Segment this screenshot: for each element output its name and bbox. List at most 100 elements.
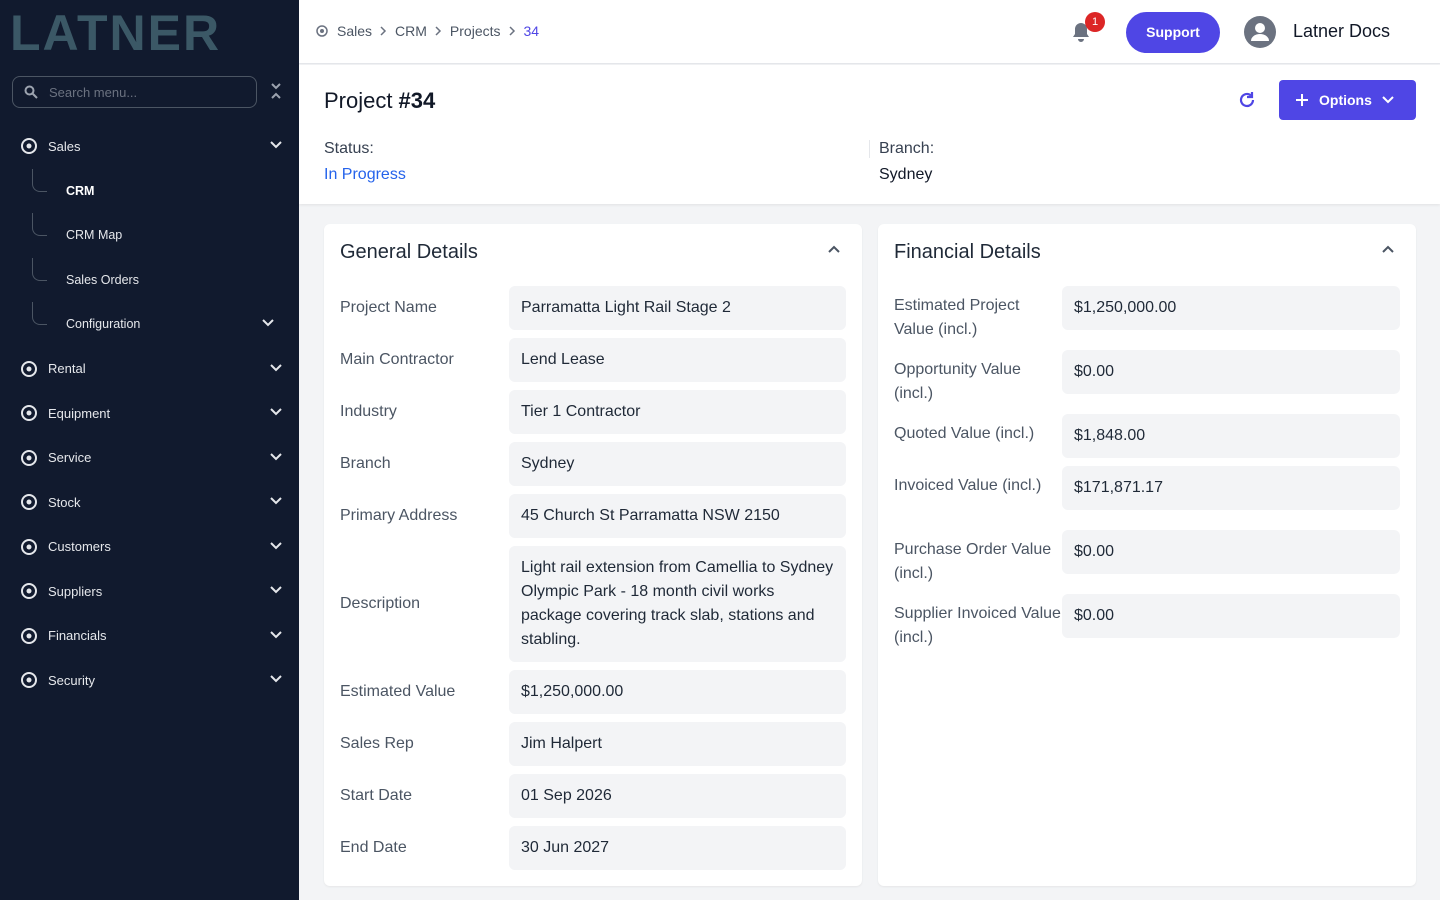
separator [869, 140, 870, 158]
crumb-separator [380, 26, 387, 36]
field-row: End Date 30 Jun 2027 [340, 826, 846, 870]
field-row: Quoted Value (incl.) $1,848.00 [894, 414, 1400, 458]
nav-label: Stock [48, 494, 81, 510]
chevron-down [270, 408, 282, 416]
field-value: $1,848.00 [1062, 414, 1400, 458]
nav-icon [21, 627, 37, 644]
branch-field: Branch: Sydney [879, 140, 934, 184]
nav-icon [21, 538, 37, 555]
field-row: Sales Rep Jim Halpert [340, 722, 846, 766]
options-button[interactable]: Options [1279, 80, 1416, 120]
notifications-button[interactable] [1071, 22, 1091, 44]
nav-label: Suppliers [48, 583, 103, 599]
refresh-button[interactable] [1237, 90, 1257, 110]
chevron-down [270, 586, 282, 594]
nav-label: CRM Map [66, 228, 123, 243]
nav-subitem[interactable]: Sales Orders [0, 257, 299, 303]
field-row: Industry Tier 1 Contractor [340, 390, 846, 434]
notification-badge: 1 [1085, 12, 1105, 32]
field-label: Estimated Value [340, 683, 456, 700]
nav-label: Configuration [66, 317, 141, 332]
nav-subitem[interactable]: Configuration [0, 302, 299, 347]
field-label: Primary Address [340, 507, 458, 524]
search-placeholder: Search menu... [49, 85, 138, 100]
avatar[interactable] [1244, 16, 1276, 48]
collapse-card[interactable] [1382, 245, 1394, 253]
field-label: Industry [340, 403, 397, 420]
nav-icon [21, 672, 37, 688]
crumb-separator [508, 26, 515, 36]
branch-label: Branch: [879, 140, 935, 157]
general-details-card: General Details Project Name Parramatta L… [324, 224, 862, 886]
nav-icon [21, 138, 37, 154]
field-value: $1,250,000.00 [509, 670, 846, 714]
collapse-button[interactable] [270, 82, 282, 100]
field-label: Invoiced Value (incl.) [894, 477, 1042, 494]
support-button[interactable]: Support [1126, 12, 1220, 53]
field-label: Sales Rep [340, 735, 414, 752]
chevron-down [270, 497, 282, 505]
field-row: Supplier Invoiced Value (incl.) $0.00 [894, 594, 1400, 650]
breadcrumb-item[interactable]: Sales [337, 23, 373, 39]
nav-label: Sales Orders [66, 272, 139, 287]
chevron-down [270, 675, 282, 683]
field-label: Branch [340, 455, 391, 472]
breadcrumb-item[interactable]: 34 [523, 23, 540, 39]
field-row: Opportunity Value (incl.) $0.00 [894, 350, 1400, 406]
nav-item[interactable]: Financials [0, 614, 299, 659]
chevron-down [270, 141, 282, 149]
field-value: Parramatta Light Rail Stage 2 [509, 286, 846, 330]
field-value: 30 Jun 2027 [509, 826, 846, 870]
nav-subitem[interactable]: CRM [0, 168, 299, 214]
card-title: General Details [340, 241, 478, 263]
field-value: $0.00 [1062, 530, 1400, 574]
nav-menu: Sales CRM CRM Map Sales Orders Configuration… [0, 124, 299, 703]
field-value: 45 Church St Parramatta NSW 2150 [509, 494, 846, 538]
nav-subitem[interactable]: CRM Map [0, 213, 299, 258]
field-value: Lend Lease [509, 338, 846, 382]
user-name[interactable]: Latner Docs [1293, 21, 1391, 41]
field-value: Jim Halpert [509, 722, 846, 766]
field-row: Purchase Order Value (incl.) $0.00 [894, 530, 1400, 586]
nav-icon [21, 360, 37, 377]
nav-item[interactable]: Service [0, 436, 299, 481]
field-label: Start Date [340, 787, 413, 804]
chevron-down [262, 319, 274, 327]
project-number: #34 [398, 88, 436, 113]
field-row: Start Date 01 Sep 2026 [340, 774, 846, 818]
chevron-down [270, 363, 282, 371]
title-text: Project [324, 88, 393, 113]
field-row: Estimated Value $1,250,000.00 [340, 670, 846, 714]
nav-icon [21, 405, 37, 421]
nav-label: Security [48, 672, 95, 688]
nav-label: Customers [48, 539, 111, 555]
nav-item[interactable]: Sales [0, 124, 299, 169]
crumb-separator [435, 26, 441, 36]
field-row: Description Light rail extension from Cam… [340, 546, 846, 662]
collapse-card[interactable] [828, 245, 840, 253]
nav-item[interactable]: Suppliers [0, 569, 299, 614]
nav-item[interactable]: Security [0, 658, 299, 703]
chevron-down [270, 541, 282, 549]
status-field: Status: In Progress [324, 140, 406, 184]
nav-item[interactable]: Rental [0, 347, 299, 392]
nav-item[interactable]: Equipment [0, 391, 299, 436]
field-row: Project Name Parramatta Light Rail Stage … [340, 286, 846, 330]
logo[interactable]: LATNER [10, 5, 222, 61]
status-label: Status: [324, 140, 374, 157]
nav-icon [21, 449, 37, 466]
field-value: Sydney [509, 442, 846, 486]
plus-icon [1296, 94, 1308, 106]
nav-label: Sales [48, 138, 81, 154]
sidebar: LATNER Search menu... Sales CRM CRM Map Sal… [0, 0, 299, 900]
breadcrumb-item[interactable]: Projects [449, 23, 501, 39]
breadcrumb: Sales CRM Projects 34 [315, 23, 539, 39]
nav-item[interactable]: Customers [0, 525, 299, 570]
nav-item[interactable]: Stock [0, 480, 299, 525]
search-box[interactable]: Search menu... [12, 76, 257, 108]
field-label: End Date [340, 839, 407, 856]
branch-value: Sydney [879, 166, 933, 183]
breadcrumb-item[interactable]: CRM [395, 23, 427, 39]
